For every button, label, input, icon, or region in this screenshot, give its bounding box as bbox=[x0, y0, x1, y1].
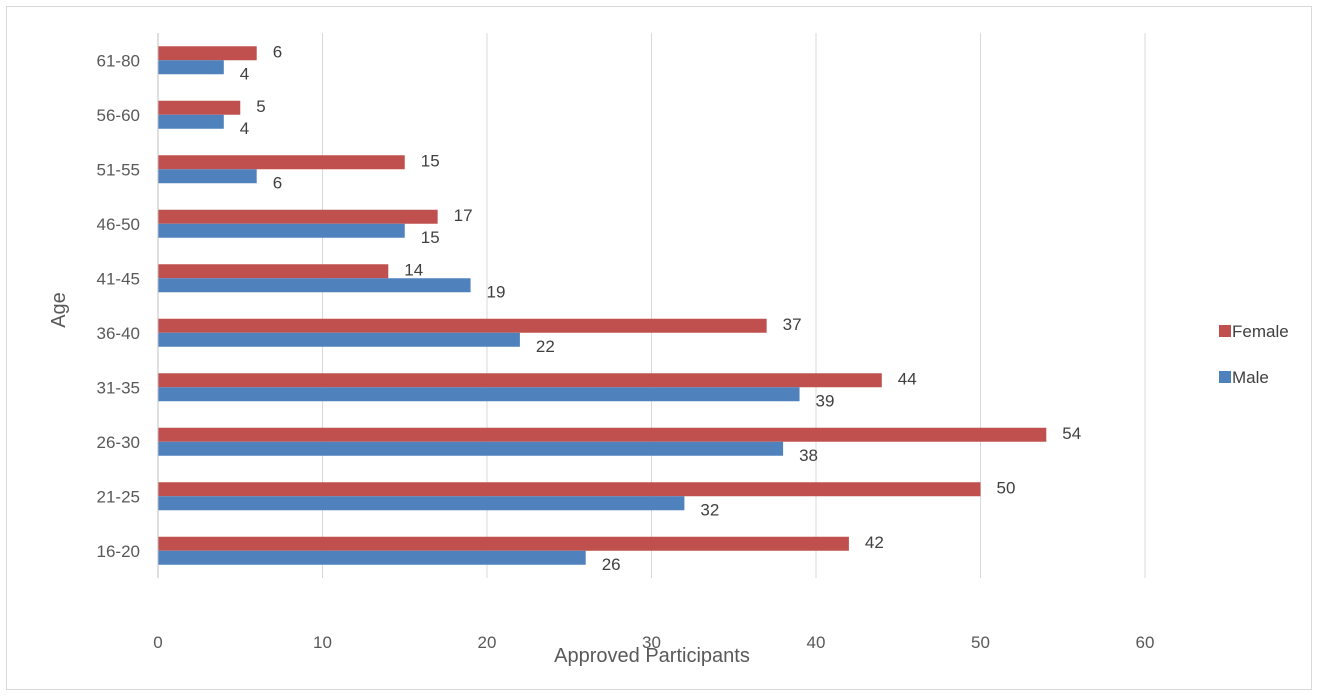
bar-male-16-20 bbox=[158, 550, 586, 565]
x-tick-label: 20 bbox=[478, 633, 497, 652]
legend-swatch-female bbox=[1219, 325, 1231, 337]
bar-male-31-35 bbox=[158, 387, 800, 402]
x-tick-label: 60 bbox=[1136, 633, 1155, 652]
data-label-female: 50 bbox=[997, 478, 1016, 497]
bar-male-26-30 bbox=[158, 441, 784, 456]
y-tick-label: 16-20 bbox=[97, 542, 140, 561]
x-tick-label: 50 bbox=[971, 633, 990, 652]
x-tick-label: 40 bbox=[807, 633, 826, 652]
bar-female-56-60 bbox=[158, 100, 241, 115]
legend-label-female: Female bbox=[1232, 322, 1289, 341]
data-label-female: 42 bbox=[865, 533, 884, 552]
legend-label-male: Male bbox=[1232, 368, 1269, 387]
data-label-female: 5 bbox=[256, 97, 265, 116]
data-label-male: 26 bbox=[602, 555, 621, 574]
bar-male-56-60 bbox=[158, 114, 224, 129]
bar-female-46-50 bbox=[158, 209, 438, 224]
data-label-female: 6 bbox=[273, 42, 282, 61]
y-axis-tick-labels: 16-20 21-25 26-30 31-35 36-40 41-45 46-50 51-55… bbox=[97, 51, 140, 561]
bar-male-46-50 bbox=[158, 223, 405, 238]
y-tick-label: 21-25 bbox=[97, 487, 140, 506]
bar-male-51-55 bbox=[158, 169, 257, 184]
data-label-female: 14 bbox=[404, 260, 423, 279]
bar-female-31-35 bbox=[158, 373, 882, 388]
bar-female-36-40 bbox=[158, 318, 767, 333]
y-tick-label: 31-35 bbox=[97, 378, 140, 397]
y-tick-label: 61-80 bbox=[97, 51, 140, 70]
x-axis-tick-labels: 0 10 20 30 40 50 60 bbox=[153, 633, 1154, 652]
bar-female-51-55 bbox=[158, 155, 405, 170]
data-label-male: 19 bbox=[487, 282, 506, 301]
bar-female-61-80 bbox=[158, 46, 257, 61]
data-label-male: 38 bbox=[799, 446, 818, 465]
data-label-male: 4 bbox=[240, 64, 249, 83]
y-tick-label: 36-40 bbox=[97, 324, 140, 343]
data-label-male: 22 bbox=[536, 337, 555, 356]
data-label-female: 37 bbox=[783, 315, 802, 334]
data-label-male: 15 bbox=[421, 228, 440, 247]
legend: Female Male bbox=[1219, 322, 1289, 387]
data-label-female: 54 bbox=[1062, 424, 1081, 443]
y-axis-title: Age bbox=[48, 292, 70, 328]
data-label-female: 17 bbox=[454, 206, 473, 225]
data-labels: 42 26 50 32 54 38 44 39 37 22 14 19 17 15 15 6 54 6 4 bbox=[240, 42, 1081, 574]
data-label-female: 44 bbox=[898, 369, 917, 388]
x-tick-label: 10 bbox=[313, 633, 332, 652]
bar-female-21-25 bbox=[158, 482, 981, 497]
y-tick-label: 26-30 bbox=[97, 433, 140, 452]
bar-female-26-30 bbox=[158, 427, 1047, 442]
data-label-male: 6 bbox=[273, 173, 282, 192]
bar-male-36-40 bbox=[158, 332, 520, 347]
bar-female-41-45 bbox=[158, 264, 389, 279]
bar-male-41-45 bbox=[158, 278, 471, 293]
legend-swatch-male bbox=[1219, 371, 1231, 383]
x-tick-label: 0 bbox=[153, 633, 162, 652]
y-tick-label: 56-60 bbox=[97, 106, 140, 125]
x-tick-label: 30 bbox=[642, 633, 661, 652]
data-label-male: 4 bbox=[240, 119, 249, 138]
bar-female-16-20 bbox=[158, 536, 849, 551]
bars bbox=[158, 46, 1047, 565]
y-tick-label: 46-50 bbox=[97, 215, 140, 234]
y-tick-label: 41-45 bbox=[97, 269, 140, 288]
data-label-male: 32 bbox=[700, 500, 719, 519]
bar-male-21-25 bbox=[158, 496, 685, 511]
data-label-female: 15 bbox=[421, 151, 440, 170]
x-axis-title: Approved Participants bbox=[554, 645, 750, 667]
data-label-male: 39 bbox=[816, 391, 835, 410]
bar-male-61-80 bbox=[158, 60, 224, 75]
y-tick-label: 51-55 bbox=[97, 160, 140, 179]
